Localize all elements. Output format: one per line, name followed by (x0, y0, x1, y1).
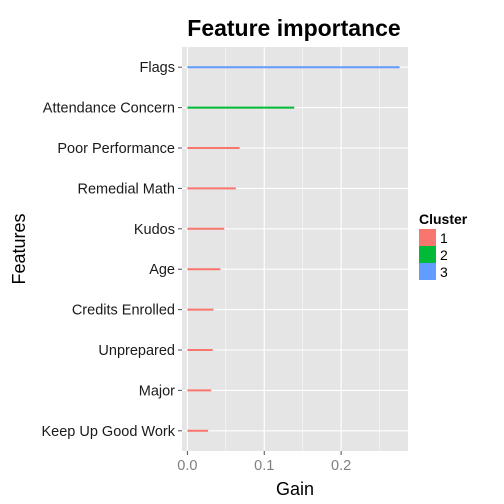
plot-panel (182, 47, 408, 451)
y-tick-label: Unprepared (98, 343, 175, 359)
legend-key-2 (419, 246, 436, 263)
y-tick-label: Credits Enrolled (72, 303, 175, 319)
legend: Cluster 123 (419, 211, 468, 280)
y-axis-categories: Flags Attendance Concern Poor Performance R… (41, 60, 182, 440)
legend-key-1 (419, 229, 436, 246)
x-axis-ticks: 0.0 0.1 0.2 (177, 451, 351, 474)
y-tick-label: Major (139, 383, 175, 399)
legend-title: Cluster (419, 211, 468, 227)
y-tick-label: Poor Performance (57, 141, 175, 157)
legend-label: 2 (440, 247, 448, 263)
legend-key-3 (419, 263, 436, 280)
x-axis-title: Gain (276, 479, 314, 499)
legend-label: 1 (440, 230, 448, 246)
x-tick-label: 0.1 (254, 458, 274, 474)
x-tick-label: 0.2 (331, 458, 351, 474)
y-tick-label: Remedial Math (77, 181, 175, 197)
bars (187, 66, 400, 432)
legend-label: 3 (440, 264, 448, 280)
x-tick-label: 0.0 (177, 458, 197, 474)
y-axis-title: Features (9, 213, 29, 284)
y-tick-label: Flags (140, 60, 175, 76)
y-tick-label: Age (149, 262, 175, 278)
y-tick-label: Kudos (134, 222, 175, 238)
y-tick-label: Attendance Concern (43, 101, 175, 117)
chart-title: Feature importance (187, 15, 400, 41)
y-tick-label: Keep Up Good Work (41, 424, 175, 440)
